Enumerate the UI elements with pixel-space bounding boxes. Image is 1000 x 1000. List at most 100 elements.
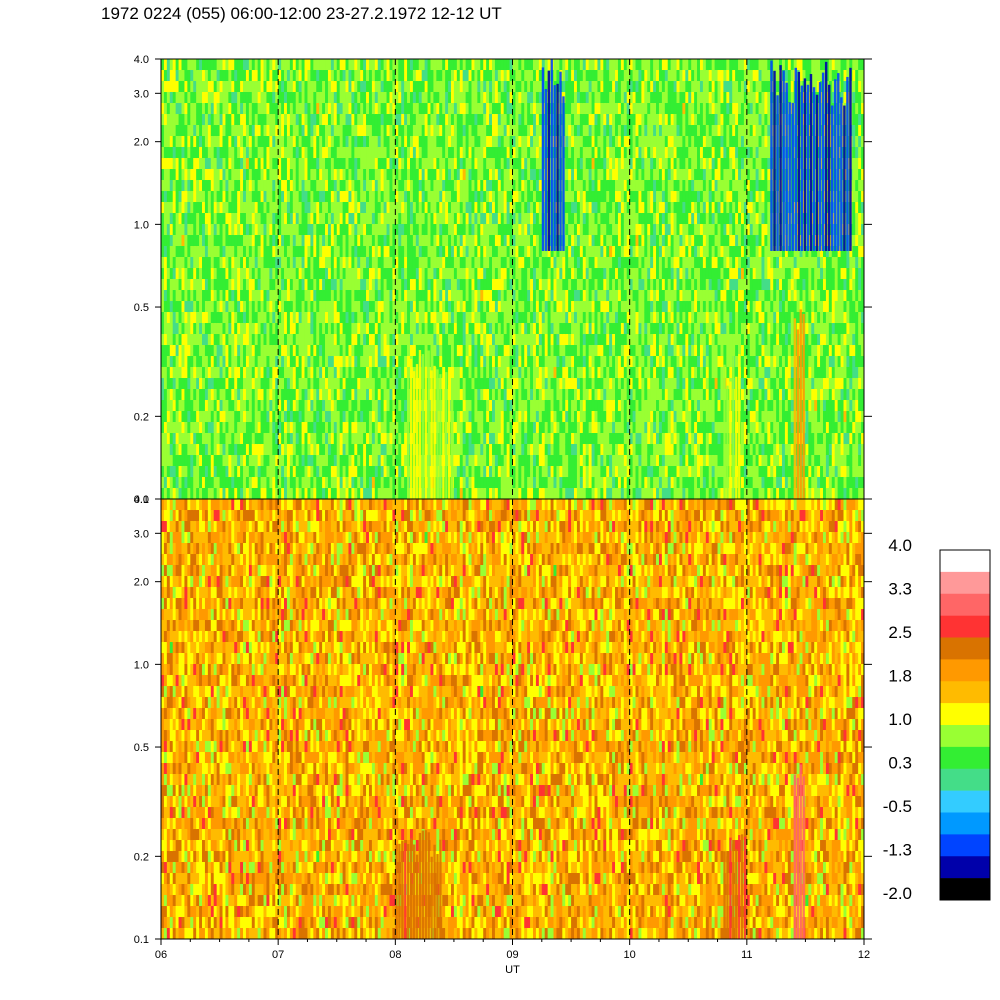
colorbar-label-8: -2.0 — [883, 884, 912, 903]
feature-lower-0-streak — [412, 844, 416, 939]
feature-lower-0-streak — [409, 838, 413, 939]
feature-upper-0-streak — [439, 374, 442, 499]
feature-upper-3-streak — [550, 59, 553, 251]
feature-lower-0-streak — [404, 843, 407, 939]
feature-upper-1-streak — [732, 350, 735, 499]
feature-upper-0-streak — [430, 370, 433, 499]
feature-upper-4-streak — [840, 97, 843, 251]
feature-upper-4-streak — [803, 78, 807, 251]
feature-upper-4-streak — [794, 67, 797, 251]
y-tick-label-lower-0: 0.1 — [134, 934, 149, 946]
x-axis-label: UT — [505, 964, 520, 976]
colorbar-swatch-13 — [940, 834, 990, 857]
colorbar-label-2: 2.5 — [888, 623, 912, 642]
feature-lower-1-streak — [729, 837, 732, 939]
feature-upper-0-streak — [450, 383, 454, 499]
feature-upper-3-streak — [544, 89, 548, 251]
feature-lower-0-streak — [439, 839, 442, 939]
feature-upper-4-streak — [849, 67, 852, 251]
feature-lower-0-streak — [430, 856, 433, 939]
feature-upper-4-streak — [812, 87, 816, 251]
feature-upper-4-streak — [818, 82, 822, 251]
colorbar-swatch-7 — [940, 703, 990, 726]
x-tick-label-09: 09 — [506, 949, 518, 961]
feature-upper-0-streak — [412, 371, 416, 499]
colorbar-frame — [939, 549, 991, 901]
feature-lower-2-streak — [802, 776, 805, 939]
feature-lower-2-streak — [799, 764, 802, 939]
feature-upper-4-streak — [831, 105, 834, 251]
feature-lower-1-streak — [723, 851, 726, 939]
feature-lower-1-streak — [743, 836, 747, 939]
y-tick-label-upper-4: 2.0 — [134, 137, 149, 149]
feature-lower-0-streak — [407, 844, 410, 939]
feature-upper-3-streak — [559, 71, 562, 251]
y-tick-label-upper-0: 0.1 — [134, 494, 149, 506]
x-tick-label-10: 10 — [624, 949, 636, 961]
feature-upper-0-streak — [415, 364, 419, 499]
feature-upper-0-streak — [448, 384, 451, 499]
feature-upper-0-streak — [442, 377, 445, 499]
feature-upper-2-streak — [796, 329, 799, 499]
feature-lower-0-streak — [433, 844, 436, 939]
feature-upper-1-streak — [723, 364, 726, 499]
feature-lower-1-streak — [726, 856, 729, 939]
colorbar-swatch-6 — [940, 681, 990, 704]
feature-lower-0-streak — [418, 832, 422, 939]
feature-upper-4-streak — [809, 74, 813, 251]
y-tick-label-upper-1: 0.2 — [134, 411, 149, 423]
feature-upper-0-streak — [445, 372, 448, 499]
feature-upper-0-streak — [427, 350, 430, 499]
feature-upper-4-streak — [785, 82, 788, 251]
feature-lower-0-streak — [401, 840, 404, 939]
feature-upper-0-streak — [407, 377, 410, 499]
feature-lower-2-streak — [796, 777, 799, 939]
feature-upper-1-streak — [738, 354, 741, 499]
feature-upper-4-streak — [776, 95, 779, 251]
y-tick-label-upper-5: 3.0 — [134, 88, 149, 100]
feature-upper-0-streak — [418, 350, 422, 499]
colorbar-label-5: 0.3 — [888, 754, 912, 773]
feature-upper-4-streak — [837, 73, 840, 251]
colorbar-swatch-15 — [940, 878, 990, 901]
feature-lower-0-streak — [415, 854, 419, 939]
feature-upper-2-streak — [799, 309, 802, 499]
colorbar-swatch-1 — [940, 571, 990, 595]
colorbar-swatch-12 — [940, 812, 990, 835]
feature-upper-3-streak — [553, 85, 556, 251]
feature-upper-4-streak — [773, 70, 776, 251]
feature-upper-0-streak — [421, 354, 425, 499]
y-tick-label-upper-3: 1.0 — [134, 219, 149, 231]
y-tick-label-upper-2: 0.5 — [134, 302, 149, 314]
colorbar-swatch-2 — [940, 593, 990, 616]
colorbar-label-0: 4.0 — [888, 536, 912, 555]
feature-upper-3-streak — [562, 96, 565, 251]
colorbar-swatch-11 — [940, 790, 990, 813]
colorbar-swatch-4 — [940, 637, 990, 660]
colorbar-label-1: 3.3 — [888, 580, 912, 599]
feature-upper-0-streak — [409, 358, 413, 499]
colorbar-swatch-14 — [940, 856, 990, 879]
colorbar-swatch-10 — [940, 768, 990, 791]
y-tick-label-lower-5: 3.0 — [134, 528, 149, 540]
x-tick-label-07: 07 — [272, 949, 284, 961]
feature-upper-4-streak — [782, 70, 785, 251]
feature-lower-1-streak — [738, 835, 741, 939]
colorbar-swatch-5 — [940, 659, 990, 682]
feature-upper-4-streak — [821, 72, 825, 251]
feature-lower-0-streak — [398, 843, 401, 939]
feature-upper-3-streak — [547, 70, 550, 251]
feature-upper-2-streak — [802, 313, 805, 499]
y-tick-label-upper-6: 4.0 — [134, 54, 149, 66]
feature-upper-4-streak — [797, 71, 801, 251]
y-tick-label-lower-1: 0.2 — [134, 851, 149, 863]
colorbar-swatch-3 — [940, 615, 990, 638]
y-tick-label-lower-3: 1.0 — [134, 659, 149, 671]
feature-lower-1-streak — [732, 843, 735, 939]
colorbar-label-4: 1.0 — [888, 710, 912, 729]
feature-upper-4-streak — [779, 65, 782, 251]
feature-upper-1-streak — [729, 381, 732, 499]
colorbar-swatch-9 — [940, 746, 990, 770]
feature-lower-1-streak — [740, 834, 744, 939]
